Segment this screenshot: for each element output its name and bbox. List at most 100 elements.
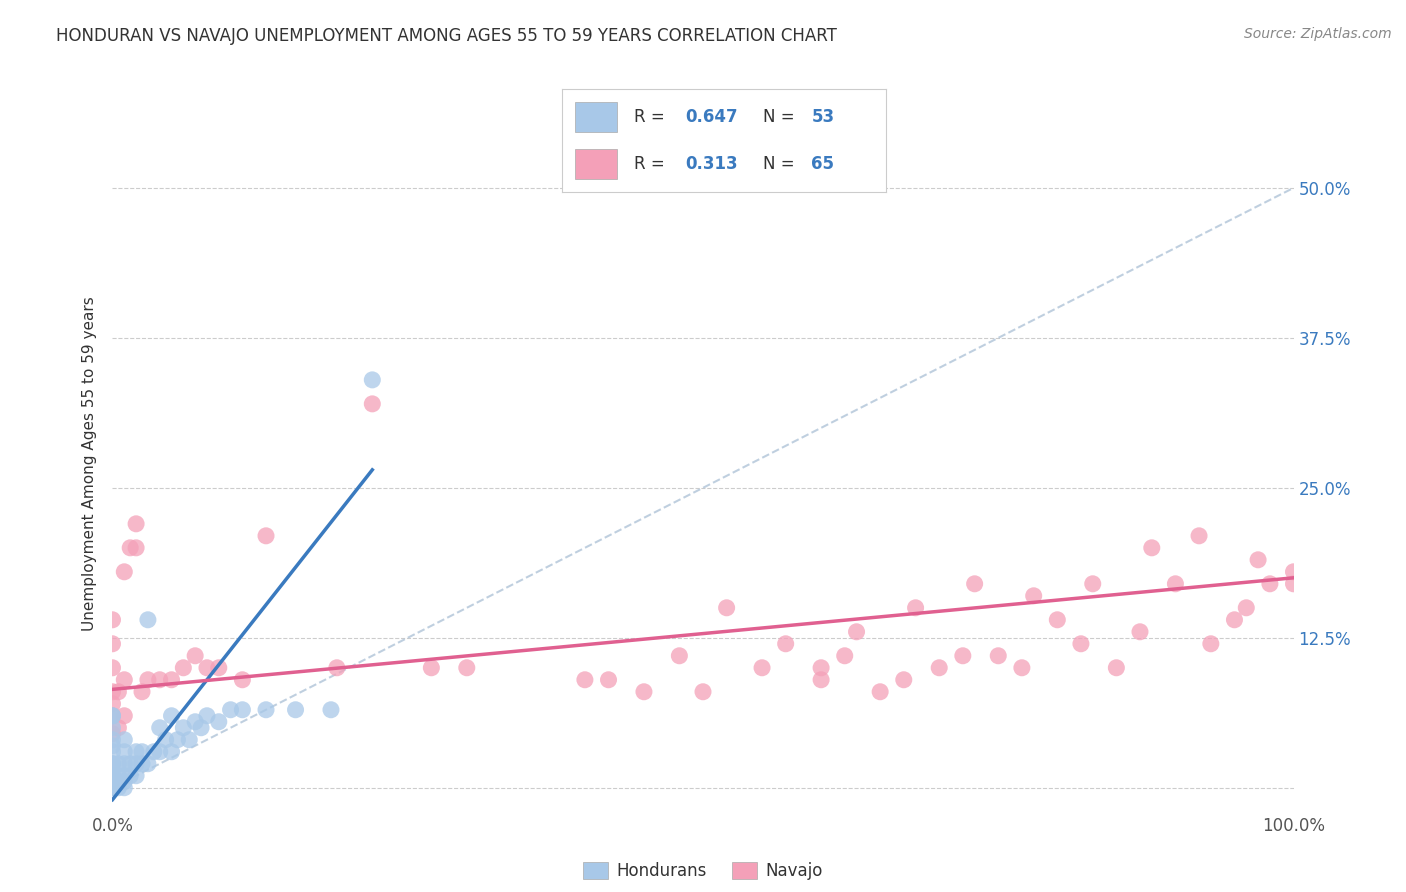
Point: [845, 624, 868, 639]
Point: [131, 745, 153, 759]
Point: [101, 637, 124, 651]
Text: 0.647: 0.647: [685, 108, 738, 126]
Point: [160, 745, 183, 759]
Point: [952, 648, 974, 663]
Point: [284, 703, 307, 717]
Point: [1046, 613, 1069, 627]
Point: [107, 769, 129, 783]
Point: [112, 756, 135, 771]
Point: [112, 745, 135, 759]
Y-axis label: Unemployment Among Ages 55 to 59 years: Unemployment Among Ages 55 to 59 years: [82, 296, 97, 632]
Point: [101, 756, 124, 771]
Point: [101, 613, 124, 627]
Point: [1258, 576, 1281, 591]
Point: [987, 648, 1010, 663]
Point: [810, 673, 832, 687]
Point: [112, 708, 135, 723]
Point: [101, 780, 124, 795]
Point: [107, 721, 129, 735]
Point: [101, 756, 124, 771]
Point: [716, 600, 738, 615]
Point: [1129, 624, 1152, 639]
Text: Source: ZipAtlas.com: Source: ZipAtlas.com: [1244, 27, 1392, 41]
Point: [1234, 600, 1257, 615]
Point: [149, 673, 172, 687]
Point: [834, 648, 856, 663]
Point: [107, 685, 129, 699]
Point: [120, 769, 142, 783]
Point: [107, 774, 129, 789]
Text: 53: 53: [811, 108, 835, 126]
Point: [456, 661, 478, 675]
Point: [125, 516, 148, 531]
Point: [125, 745, 148, 759]
Point: [184, 714, 207, 729]
Point: [112, 769, 135, 783]
Point: [131, 756, 153, 771]
Point: [190, 721, 212, 735]
Point: [107, 780, 129, 795]
Point: [149, 745, 172, 759]
Point: [101, 780, 124, 795]
Point: [1081, 576, 1104, 591]
Point: [155, 732, 177, 747]
Point: [131, 685, 153, 699]
Point: [904, 600, 927, 615]
Text: 65: 65: [811, 155, 834, 173]
Bar: [575, 102, 617, 132]
Point: [1282, 576, 1305, 591]
Point: [101, 769, 124, 783]
Point: [692, 685, 714, 699]
Point: [574, 673, 596, 687]
Point: [101, 661, 124, 675]
Point: [928, 661, 950, 675]
Point: [112, 774, 135, 789]
Point: [120, 756, 142, 771]
Point: [1140, 541, 1163, 555]
Point: [172, 721, 194, 735]
Point: [101, 739, 124, 753]
Point: [166, 732, 188, 747]
Point: [101, 745, 124, 759]
Point: [101, 727, 124, 741]
Point: [136, 756, 159, 771]
Point: [136, 613, 159, 627]
Point: [149, 721, 172, 735]
Point: [112, 780, 135, 795]
Point: [101, 780, 124, 795]
Point: [1105, 661, 1128, 675]
Point: [219, 703, 242, 717]
Point: [120, 541, 142, 555]
Point: [319, 703, 342, 717]
Point: [125, 541, 148, 555]
Point: [142, 745, 165, 759]
Point: [1022, 589, 1045, 603]
Point: [112, 565, 135, 579]
Point: [179, 732, 201, 747]
Point: [1164, 576, 1187, 591]
Text: R =: R =: [634, 155, 675, 173]
Point: [208, 714, 231, 729]
Point: [1282, 565, 1305, 579]
Point: [668, 648, 690, 663]
Text: 0.313: 0.313: [685, 155, 738, 173]
Point: [101, 721, 124, 735]
Point: [101, 769, 124, 783]
Point: [172, 661, 194, 675]
Point: [231, 673, 253, 687]
Point: [112, 673, 135, 687]
Point: [184, 648, 207, 663]
Point: [254, 529, 277, 543]
Point: [136, 673, 159, 687]
Point: [125, 756, 148, 771]
Point: [101, 708, 124, 723]
Point: [963, 576, 986, 591]
Point: [195, 661, 218, 675]
Point: [1223, 613, 1246, 627]
Point: [208, 661, 231, 675]
Text: R =: R =: [634, 108, 669, 126]
Text: N =: N =: [763, 108, 800, 126]
Point: [125, 769, 148, 783]
Point: [633, 685, 655, 699]
Point: [326, 661, 349, 675]
